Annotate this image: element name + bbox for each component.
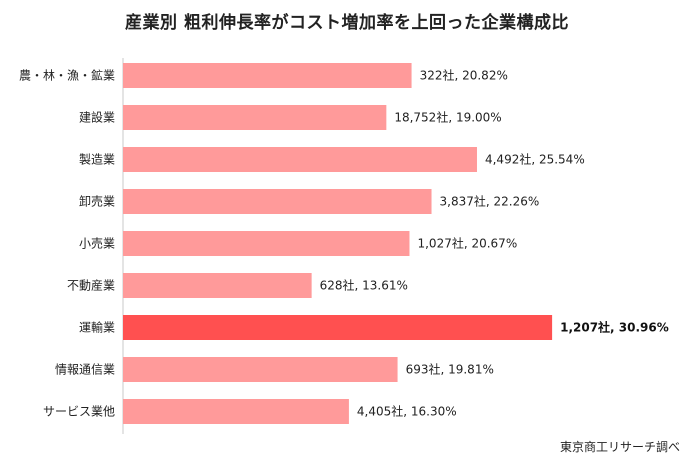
bar-8: [123, 357, 398, 382]
category-label: 農・林・漁・鉱業: [19, 68, 115, 83]
category-label: 情報通信業: [55, 363, 115, 377]
data-label: 1,207社, 30.96%: [560, 320, 669, 335]
category-label: 卸売業: [79, 194, 115, 209]
bar-2: [123, 105, 387, 130]
bar-1: [123, 63, 412, 88]
data-label: 693社, 19.81%: [406, 362, 494, 377]
data-label: 4,492社, 25.54%: [485, 152, 585, 167]
bar-6: [123, 273, 312, 298]
chart-title: 産業別 粗利伸長率がコスト増加率を上回った企業構成比: [125, 13, 569, 33]
category-label: 建設業: [79, 110, 115, 125]
category-label: 不動産業: [67, 278, 115, 293]
category-label: 小売業: [79, 236, 115, 251]
data-label: 322社, 20.82%: [420, 68, 508, 83]
data-label: 4,405社, 16.30%: [357, 404, 457, 419]
data-label: 628社, 13.61%: [320, 278, 408, 293]
data-label: 18,752社, 19.00%: [394, 110, 501, 125]
data-label: 3,837社, 22.26%: [440, 194, 540, 209]
bar-7: [123, 315, 553, 340]
data-label: 1,027社, 20.67%: [417, 236, 517, 251]
category-label: サービス業他: [43, 405, 115, 419]
bar-3: [123, 147, 477, 172]
bar-4: [123, 189, 432, 214]
bar-5: [123, 231, 410, 256]
category-label: 運輸業: [79, 320, 115, 335]
bar-9: [123, 399, 349, 424]
source-note: 東京商工リサーチ調べ: [559, 440, 680, 454]
category-label: 製造業: [79, 153, 115, 167]
